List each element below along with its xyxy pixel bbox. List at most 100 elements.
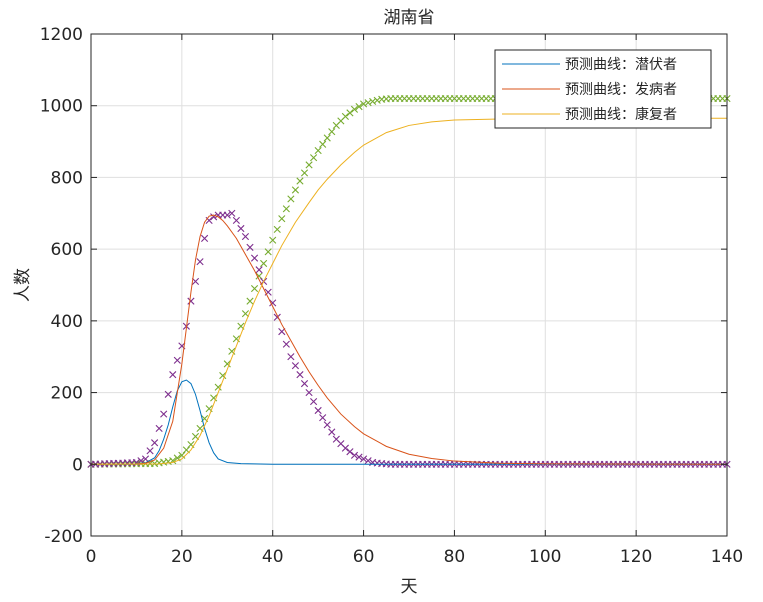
observed-recovered-marker xyxy=(373,96,381,104)
observed-active-marker xyxy=(328,428,336,436)
observed-active-marker xyxy=(210,213,218,221)
x-tick-label: 60 xyxy=(353,547,375,567)
y-tick-label: -200 xyxy=(44,527,83,547)
observed-recovered-marker xyxy=(223,360,231,368)
x-tick-label: 0 xyxy=(86,547,97,567)
observed-recovered-marker xyxy=(287,195,295,203)
observed-recovered-marker xyxy=(269,236,277,244)
y-tick-label: 600 xyxy=(51,240,83,260)
observed-active-marker xyxy=(346,448,354,456)
plot-frame xyxy=(90,33,728,537)
observed-active-marker xyxy=(323,421,331,429)
observed-active-marker xyxy=(155,424,163,433)
observed-active-marker xyxy=(196,258,204,266)
observed-recovered-marker xyxy=(364,99,372,107)
observed-active-marker xyxy=(305,388,313,397)
x-tick-label: 100 xyxy=(529,547,561,567)
observed-active-marker xyxy=(287,353,295,361)
observed-active-marker xyxy=(191,277,200,286)
observed-active-marker xyxy=(200,234,209,242)
observed-active-marker xyxy=(278,328,286,336)
series-line xyxy=(91,379,727,465)
observed-active-marker xyxy=(355,453,363,461)
observed-active-marker xyxy=(141,455,150,463)
observed-recovered-marker xyxy=(355,103,363,111)
observed-recovered-marker xyxy=(246,297,254,305)
series-lines xyxy=(90,117,728,465)
observed-active-marker xyxy=(151,439,159,447)
observed-recovered-marker xyxy=(260,259,268,268)
observed-active-marker xyxy=(282,340,290,348)
x-tick-label: 120 xyxy=(620,547,652,567)
observed-recovered-marker xyxy=(296,177,304,185)
observed-recovered-marker xyxy=(314,146,322,155)
observed-recovered-marker xyxy=(291,186,300,194)
legend-label-onset: 预测曲线：发病者 xyxy=(565,82,677,98)
observed-active-marker xyxy=(250,254,259,262)
x-tick-label: 20 xyxy=(171,547,193,567)
observed-active-marker xyxy=(255,266,263,274)
observed-recovered-marker xyxy=(359,100,368,108)
observed-active-marker xyxy=(300,380,309,388)
observed-active-marker xyxy=(169,371,177,379)
observed-active-marker xyxy=(237,224,245,233)
y-tick-label: 0 xyxy=(72,455,83,475)
observed-recovered-marker xyxy=(278,215,286,223)
observed-active-marker xyxy=(319,414,327,422)
observed-recovered-marker xyxy=(250,284,259,293)
observed-active-marker xyxy=(173,356,181,364)
y-tick-label: 1200 xyxy=(40,25,83,45)
observed-recovered-marker xyxy=(323,134,331,142)
y-tick-label: 200 xyxy=(51,384,83,404)
observed-recovered-marker xyxy=(305,161,313,169)
observed-recovered-marker xyxy=(341,112,349,121)
x-axis-label: 天 xyxy=(401,577,418,597)
legend: 预测曲线：潜伏者 预测曲线：发病者 预测曲线：康复者 xyxy=(494,49,712,129)
observed-active-marker xyxy=(232,216,240,225)
legend-label-recovered: 预测曲线：康复者 xyxy=(565,106,677,123)
observed-recovered-marker xyxy=(214,383,222,391)
observed-recovered-marker xyxy=(241,310,250,318)
observed-active-marker xyxy=(146,447,154,455)
observed-recovered-marker xyxy=(264,248,272,256)
observed-active-marker xyxy=(160,410,168,418)
y-tick-label: 400 xyxy=(51,312,83,332)
observed-recovered-marker xyxy=(300,169,309,177)
observed-recovered-marker xyxy=(319,140,327,148)
y-axis-label: 人数 xyxy=(13,268,33,302)
observed-active-marker xyxy=(314,406,322,415)
observed-recovered-marker xyxy=(350,105,359,113)
axis-ticks: 0 20 40 60 80 100 120 140-200020040060080010001… xyxy=(40,25,743,567)
observed-active-marker xyxy=(223,211,231,219)
observed-active-marker xyxy=(187,297,195,305)
observed-active-marker xyxy=(228,209,236,217)
observed-active-marker xyxy=(164,390,172,398)
observed-recovered-marker xyxy=(219,371,227,380)
observed-active-marker xyxy=(364,457,372,465)
observed-active-marker xyxy=(341,444,349,452)
observed-active-marker xyxy=(132,458,141,467)
chart-title: 湖南省 xyxy=(384,8,435,28)
x-tick-label: 140 xyxy=(711,547,743,567)
observed-recovered-marker xyxy=(328,128,336,136)
series-line xyxy=(90,117,727,465)
observed-recovered-marker xyxy=(255,272,263,280)
series-line xyxy=(90,214,728,465)
y-tick-label: 1000 xyxy=(40,97,83,117)
observed-recovered-marker xyxy=(282,205,290,213)
y-tick-label: 800 xyxy=(51,168,83,188)
observed-recovered-marker xyxy=(310,154,318,162)
x-tick-label: 40 xyxy=(262,547,284,567)
observed-active-marker xyxy=(296,371,304,379)
legend-label-latent: 预测曲线：潜伏者 xyxy=(565,57,677,73)
observed-recovered-marker xyxy=(273,225,281,234)
observed-active-marker xyxy=(269,299,277,307)
observed-recovered-marker xyxy=(346,109,354,117)
observed-active-marker xyxy=(241,233,250,241)
observed-active-marker xyxy=(291,362,300,370)
observed-active-marker xyxy=(359,455,368,463)
x-tick-label: 80 xyxy=(444,547,466,567)
observed-active-marker xyxy=(350,451,359,459)
observed-active-marker xyxy=(246,243,254,251)
